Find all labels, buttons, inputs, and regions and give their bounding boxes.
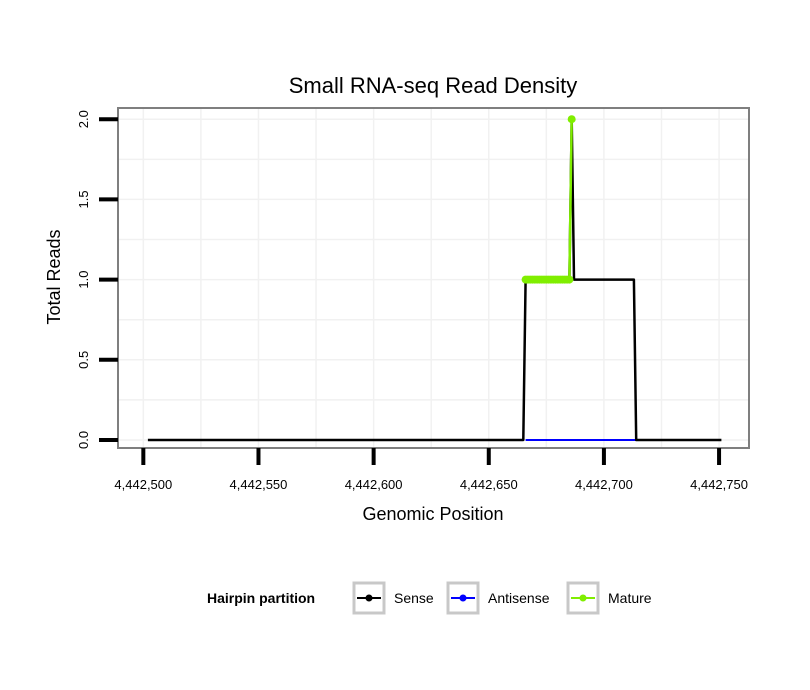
- mature-point: [567, 115, 576, 124]
- y-axis: 0.0 0.5 1.0 1.5 2.0: [76, 110, 118, 449]
- x-tick-label: 4,442,600: [345, 477, 403, 492]
- y-tick-label: 1.5: [76, 190, 91, 208]
- legend-label-sense: Sense: [394, 590, 434, 606]
- legend-label-mature: Mature: [608, 590, 652, 606]
- legend-dot-sense: [365, 594, 373, 602]
- series-points: [521, 115, 576, 284]
- x-tick-label: 4,442,750: [690, 477, 748, 492]
- y-axis-label: Total Reads: [44, 229, 64, 324]
- mature-point: [565, 275, 574, 284]
- chart-title: Small RNA-seq Read Density: [289, 73, 578, 98]
- y-tick-label: 0.5: [76, 351, 91, 369]
- y-tick-label: 1.0: [76, 271, 91, 289]
- y-tick-label: 0.0: [76, 431, 91, 449]
- x-axis: 4,442,500 4,442,550 4,442,600 4,442,650 4,44…: [114, 448, 748, 492]
- x-tick-label: 4,442,700: [575, 477, 633, 492]
- plot-panel: [118, 108, 749, 448]
- x-tick-label: 4,442,500: [114, 477, 172, 492]
- legend-title: Hairpin partition: [207, 590, 315, 606]
- grid-lines: [118, 108, 749, 448]
- x-axis-label: Genomic Position: [362, 504, 503, 524]
- plot-background: [118, 108, 749, 448]
- x-tick-label: 4,442,650: [460, 477, 518, 492]
- legend-label-antisense: Antisense: [488, 590, 550, 606]
- legend-dot-mature: [579, 594, 587, 602]
- x-tick-label: 4,442,550: [230, 477, 288, 492]
- legend: Hairpin partition Sense Antisense Mature: [207, 581, 652, 615]
- legend-dot-antisense: [459, 594, 467, 602]
- y-tick-label: 2.0: [76, 110, 91, 128]
